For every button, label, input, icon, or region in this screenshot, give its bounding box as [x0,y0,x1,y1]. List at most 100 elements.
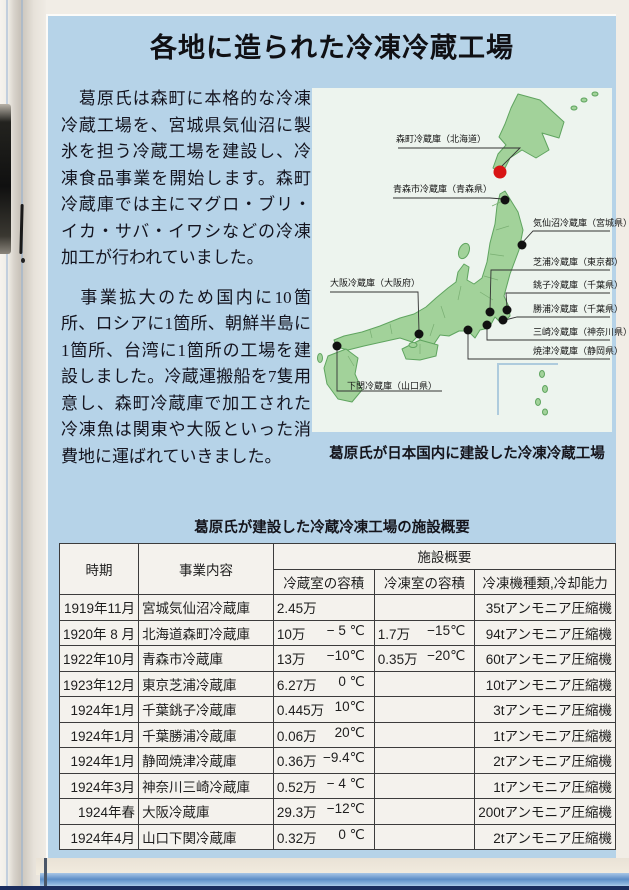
business-cell: 青森市冷蔵庫 [138,645,274,672]
time-cell: 1924年1月 [58,747,140,774]
header-row-2: 冷蔵室の容積 冷凍室の容積 冷凍機種類,冷却能力 [60,568,616,595]
col-header-machine: 冷凍機種類,冷却能力 [474,568,616,595]
freeze-room-cell [373,772,476,799]
island [539,370,545,378]
cold-room-cell: 29.3万 −12℃ [272,798,375,825]
leader-line [398,147,522,171]
map-site-label: 下関冷蔵庫（山口県） [347,381,438,391]
table-row: 1923年12月 東京芝浦冷蔵庫 6.27万 0 ℃ 10tアンモニア圧縮機 [58,670,616,697]
time-cell: 1922年10月 [58,645,140,672]
japan-map [317,91,610,416]
leader-line [489,269,610,311]
leader-line [330,291,420,333]
island [570,105,578,111]
inset-box-corner [497,363,558,415]
map-site-label: 勝浦冷蔵庫（千葉県） [533,304,624,314]
leader-line [393,197,504,200]
time-cell: 1920年 8 月 [58,619,140,646]
business-cell: 宮城気仙沼冷蔵庫 [138,594,274,621]
site-marker [414,329,424,339]
cold-room-cell: 13万 −10℃ [272,645,375,672]
business-cell: 千葉勝浦冷蔵庫 [138,721,274,748]
map-site-label: 森町冷蔵庫（北海道） [396,134,487,144]
map-site-label: 大阪冷蔵庫（大阪府） [330,278,421,288]
scan-corner-line [44,858,47,888]
scan-edge-line [21,0,23,890]
leader-line [521,230,610,244]
scan-shadow-mark [0,104,11,254]
cold-room-cell: 0.06万 20℃ [272,721,375,748]
machine-cell: 60tアンモニア圧縮機 [474,645,616,672]
col-header-business: 事業内容 [138,543,274,595]
machine-cell: 200tアンモニア圧縮機 [474,798,616,825]
table-row: 1924年4月 山口下関冷蔵庫 0.32万 0 ℃ 2tアンモニア圧縮機 [58,823,616,850]
cold-room-cell: 0.36万 −9.4℃ [272,747,375,774]
paragraph-1: 葛原氏は森町に本格的な冷凍冷蔵工場を、宮城県気仙沼に製氷を担う冷蔵工場を建設し、… [61,89,311,267]
time-cell: 1924年1月 [58,696,140,723]
machine-cell: 1tアンモニア圧縮機 [474,772,616,799]
business-cell: 北海道森町冷蔵庫 [138,619,274,646]
time-cell: 1919年11月 [58,594,140,621]
island [408,342,418,348]
paragraph-2: 事業拡大のため国内に10箇所、ロシアに1箇所、朝鮮半島に1箇所、台湾に1箇所の工… [61,287,311,466]
map-caption: 葛原氏が日本国内に建設した冷凍冷蔵工場 [329,446,605,462]
map-site-label: 三崎冷蔵庫（神奈川県） [533,327,629,337]
island [542,408,548,416]
table-row: 1920年 8 月北海道森町冷蔵庫 10万 − 5 ℃ 1.7万 −15℃ 94tアンモニ… [58,619,616,646]
body-text-column: 葛原氏は森町に本格的な冷凍冷蔵工場を、宮城県気仙沼に製氷を担う冷蔵工場を建設し、… [61,86,311,483]
scan-pen-mark-dot [21,258,25,263]
site-marker [332,341,342,351]
scan-edge-line [6,0,8,890]
table-row: 1924年1月 千葉勝浦冷蔵庫 0.06万 20℃ 1tアンモニア圧縮機 [58,721,616,748]
freeze-room-cell: 1.7万 −15℃ [373,619,476,646]
island [580,97,588,103]
site-marker [500,195,510,205]
business-cell: 神奈川三崎冷蔵庫 [138,772,274,799]
col-header-cold: 冷蔵室の容積 [272,568,375,595]
business-cell: 山口下関冷蔵庫 [138,823,274,850]
time-cell: 1924年3月 [58,772,140,799]
honshu-landmass [333,190,524,351]
cold-room-cell: 10万 − 5 ℃ [272,619,375,646]
island [591,91,599,97]
business-cell: 東京芝浦冷蔵庫 [138,670,274,697]
page-title: 各地に造られた冷凍冷蔵工場 [150,33,514,63]
cold-room-cell: 2.45万 [272,594,375,621]
business-cell: 静岡焼津冷蔵庫 [138,747,274,774]
map-site-label: 銚子冷蔵庫（千葉県） [533,280,624,290]
freeze-room-cell [373,696,476,723]
leader-line [504,316,610,321]
scan-bottom-edge [36,858,629,875]
cold-room-cell: 0.445万 10℃ [272,696,375,723]
cold-room-cell: 0.32万 0 ℃ [272,823,375,850]
leader-line [336,348,442,392]
freeze-room-cell [373,823,476,850]
book-cover-edge [40,873,629,887]
machine-cell: 35tアンモニア圧縮機 [474,594,616,621]
leader-line [467,332,610,360]
table-heading: 葛原氏が建設した冷蔵冷凍工場の施設概要 [194,520,470,536]
scan-bottom-line [0,886,629,890]
table-row: 1924年1月 千葉銚子冷蔵庫 0.445万 10℃ 3tアンモニア圧縮機 [58,696,616,723]
table-row: 1919年11月 宮城気仙沼冷蔵庫 2.45万 35tアンモニア圧縮機 [58,594,616,621]
machine-cell: 3tアンモニア圧縮機 [474,696,616,723]
cold-room-cell: 6.27万 0 ℃ [272,670,375,697]
kyushu-landmass [323,348,363,403]
header-row-1: 時期 事業内容 施設概要 [58,543,617,595]
site-marker [485,307,495,317]
table-row: 1924年1月 静岡焼津冷蔵庫 0.36万 −9.4℃ 2tアンモニア圧縮機 [58,747,616,774]
japan-map-figure: 森町冷蔵庫（北海道） 青森市冷蔵庫（青森県） 気仙沼冷蔵庫（宮城県） 芝浦冷蔵庫（東京… [312,88,629,432]
time-cell: 1924年1月 [58,721,140,748]
island [535,398,541,406]
leader-line [486,327,610,341]
freeze-room-cell [373,747,476,774]
site-marker [463,325,473,335]
time-cell: 1923年12月 [58,670,140,697]
business-cell: 大阪冷蔵庫 [138,798,274,825]
col-header-summary: 施設概要 [272,543,617,570]
freeze-room-cell [373,594,476,621]
prefecture-borders [347,199,510,367]
table-row: 1924年3月 神奈川三崎冷蔵庫 0.52万 − 4 ℃ 1tアンモニア圧縮機 [58,772,616,799]
leader-line [505,292,610,309]
